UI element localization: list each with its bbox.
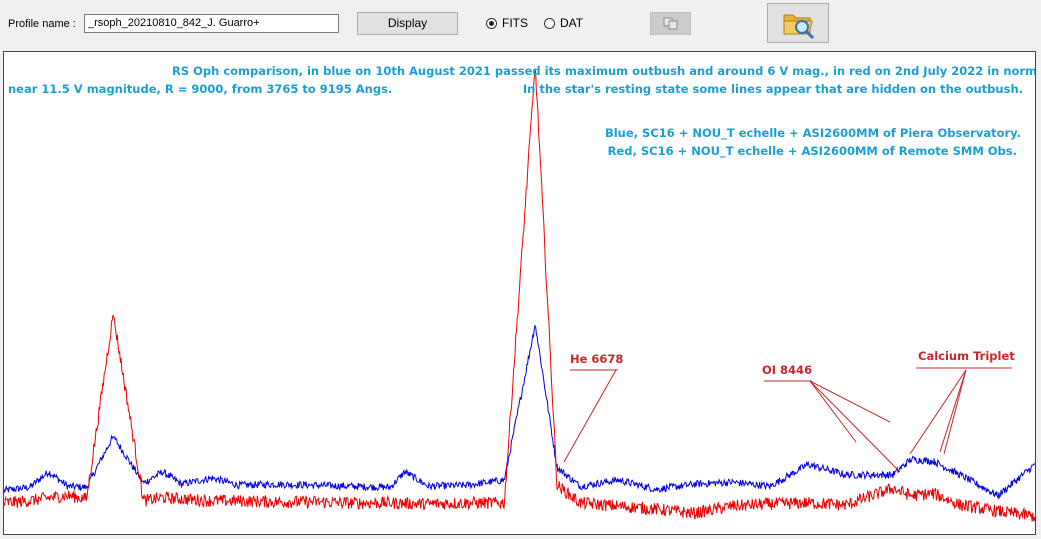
spectrum-canvas [4,68,1035,522]
folder-search-icon [783,14,815,39]
oi-leader-3 [809,380,891,423]
ca-leader-3 [909,369,967,455]
blue-spectrum-line [4,324,1035,501]
note-line-2-left: near 11.5 V magnitude, R = 9000, from 37… [8,82,393,96]
ca-leader-2 [939,369,967,453]
he-leader [563,369,617,463]
dat-radio[interactable]: DAT [544,14,583,32]
ca-leader-1 [943,369,967,455]
open-profile-button[interactable] [767,3,829,43]
red-spectrum-line [4,68,1035,522]
dat-radio-dot[interactable] [544,17,555,29]
fits-radio-dot[interactable] [486,17,497,29]
profile-name-input[interactable] [84,14,339,33]
annotation-he-6678: He 6678 [570,352,624,366]
oi-leader-1 [809,380,857,443]
note-line-4: Red, SC16 + NOU_T echelle + ASI2600MM of… [607,144,1017,158]
spectrum-plot: RS Oph comparison, in blue on 10th Augus… [3,51,1036,535]
note-line-1: RS Oph comparison, in blue on 10th Augus… [172,64,1036,78]
annotation-calcium-triplet: Calcium Triplet [918,349,1015,363]
fits-radio[interactable]: FITS [486,14,528,32]
display-button[interactable]: Display [357,12,458,35]
copy-button[interactable] [650,12,691,35]
toolbar: Profile name : Display FITS DAT [0,0,1041,50]
profile-name-label: Profile name : [8,18,76,30]
oi-leader-2 [809,380,901,473]
fits-radio-label: FITS [502,16,528,30]
annotation-oi-8446: OI 8446 [762,363,813,377]
note-line-3: Blue, SC16 + NOU_T echelle + ASI2600MM o… [604,126,1021,140]
copy-icon [663,17,678,30]
dat-radio-label: DAT [560,16,584,30]
note-line-2-right: In the star's resting state some lines a… [522,82,1023,96]
